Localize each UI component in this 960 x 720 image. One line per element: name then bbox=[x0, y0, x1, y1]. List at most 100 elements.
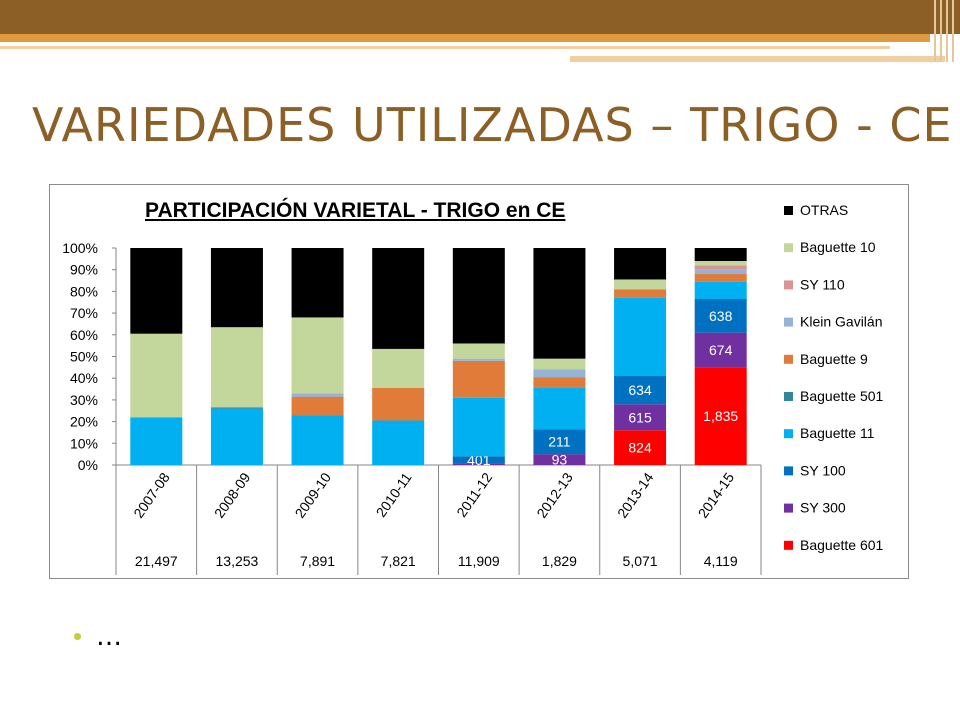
header-accent-line-short bbox=[570, 56, 945, 62]
header-stripes bbox=[930, 0, 960, 62]
legend-swatch bbox=[784, 540, 793, 550]
bar-segment bbox=[210, 408, 263, 465]
data-label: 638 bbox=[709, 308, 733, 324]
x-tick-label: 2008-09 bbox=[211, 469, 254, 520]
legend-label: SY 110 bbox=[800, 276, 845, 292]
legend-label: Baguette 10 bbox=[800, 239, 876, 255]
y-tick-label: 0% bbox=[78, 457, 98, 473]
bar-segment bbox=[614, 297, 667, 377]
bar-segment bbox=[372, 248, 425, 349]
x-tick-label: 2012-13 bbox=[533, 469, 576, 520]
legend-swatch bbox=[784, 503, 793, 513]
bar-segment bbox=[694, 265, 747, 270]
bar-segment bbox=[452, 456, 505, 464]
bar-segment bbox=[694, 367, 747, 465]
bar-segment bbox=[694, 274, 747, 282]
bar-segment bbox=[452, 358, 505, 361]
legend-swatch bbox=[784, 466, 793, 476]
bar-segment bbox=[694, 298, 747, 333]
bar-segment bbox=[694, 269, 747, 275]
bar-segment bbox=[291, 317, 344, 394]
bar-segment bbox=[614, 289, 667, 298]
data-label: 211 bbox=[548, 434, 571, 450]
total-label: 21,497 bbox=[135, 553, 178, 569]
x-tick-label: 2011-12 bbox=[453, 469, 495, 520]
x-tick-label: 2014-15 bbox=[695, 469, 738, 520]
bar-segment bbox=[452, 397, 505, 457]
bar-segment bbox=[533, 387, 586, 430]
bar-segment bbox=[130, 333, 183, 418]
total-label: 7,821 bbox=[381, 553, 416, 569]
y-tick-label: 100% bbox=[62, 240, 98, 256]
legend-swatch bbox=[784, 392, 793, 401]
total-label: 4,119 bbox=[704, 553, 738, 569]
bar-segment bbox=[614, 430, 667, 465]
bar-segment bbox=[210, 248, 263, 328]
y-tick-label: 50% bbox=[70, 349, 98, 365]
bar-segment bbox=[694, 332, 747, 368]
data-label: 1,835 bbox=[703, 408, 738, 424]
bar-segment bbox=[614, 248, 667, 280]
data-label: 615 bbox=[628, 409, 652, 425]
bar-segment bbox=[614, 404, 667, 431]
x-tick-label: 2013-14 bbox=[614, 469, 657, 520]
data-label: 674 bbox=[709, 342, 733, 358]
total-label: 7,891 bbox=[300, 553, 335, 569]
legend-label: SY 300 bbox=[800, 500, 846, 516]
y-tick-label: 70% bbox=[70, 305, 98, 321]
total-label: 5,071 bbox=[623, 553, 658, 569]
bar-segment bbox=[452, 463, 505, 465]
legend-label: OTRAS bbox=[800, 202, 848, 218]
bar-segment bbox=[452, 248, 505, 344]
legend-label: Baguette 11 bbox=[800, 425, 875, 441]
bar-segment bbox=[210, 407, 263, 409]
data-label: 634 bbox=[628, 382, 652, 398]
x-tick-label: 2009-10 bbox=[291, 469, 334, 520]
bullet-icon bbox=[74, 633, 81, 640]
legend-label: Klein Gavilán bbox=[800, 314, 883, 330]
bar-segment bbox=[130, 248, 183, 334]
y-tick-label: 60% bbox=[70, 327, 98, 343]
bar-segment bbox=[614, 376, 667, 405]
bar-segment bbox=[533, 454, 586, 465]
legend-label: Baguette 501 bbox=[800, 388, 884, 404]
bar-segment bbox=[291, 415, 344, 465]
y-tick-label: 90% bbox=[70, 262, 98, 278]
bar-segment bbox=[452, 343, 505, 359]
bar-segment bbox=[130, 417, 183, 465]
legend-label: Baguette 601 bbox=[800, 537, 884, 553]
x-tick-label: 2007-08 bbox=[130, 469, 173, 520]
bar-segment bbox=[291, 396, 344, 416]
bar-segment bbox=[291, 248, 344, 318]
bar-segment bbox=[694, 281, 747, 299]
legend-swatch bbox=[784, 354, 793, 364]
legend-swatch bbox=[784, 243, 793, 253]
chart-title: PARTICIPACIÓN VARIETAL - TRIGO en CE bbox=[145, 199, 566, 222]
y-tick-label: 20% bbox=[70, 414, 98, 430]
x-tick-label: 2010-11 bbox=[373, 469, 415, 520]
legend-swatch bbox=[784, 429, 793, 439]
bar-segment bbox=[372, 387, 425, 421]
data-label: 824 bbox=[628, 440, 652, 456]
header-accent-line bbox=[0, 46, 890, 49]
bar-segment bbox=[533, 377, 586, 388]
bar-segment bbox=[533, 248, 586, 359]
legend-label: SY 100 bbox=[800, 462, 846, 478]
y-tick-label: 40% bbox=[70, 370, 98, 386]
legend-swatch bbox=[784, 206, 793, 215]
header-band bbox=[0, 0, 960, 34]
bar-segment bbox=[291, 393, 344, 397]
bar-segment bbox=[533, 429, 586, 455]
bullet-text: … bbox=[96, 622, 122, 652]
bar-segment bbox=[372, 420, 425, 465]
legend-swatch bbox=[784, 280, 793, 290]
data-label: 93 bbox=[552, 452, 568, 468]
bar-segment bbox=[533, 358, 586, 370]
bar-segment bbox=[210, 327, 263, 408]
total-label: 13,253 bbox=[216, 553, 259, 569]
bar-segment bbox=[694, 261, 747, 266]
total-label: 11,909 bbox=[458, 553, 500, 569]
stacked-bar-chart: 0%10%20%30%40%50%60%70%80%90%100%401 9321… bbox=[62, 202, 884, 575]
bar-segment bbox=[372, 348, 425, 388]
y-tick-label: 30% bbox=[70, 392, 98, 408]
